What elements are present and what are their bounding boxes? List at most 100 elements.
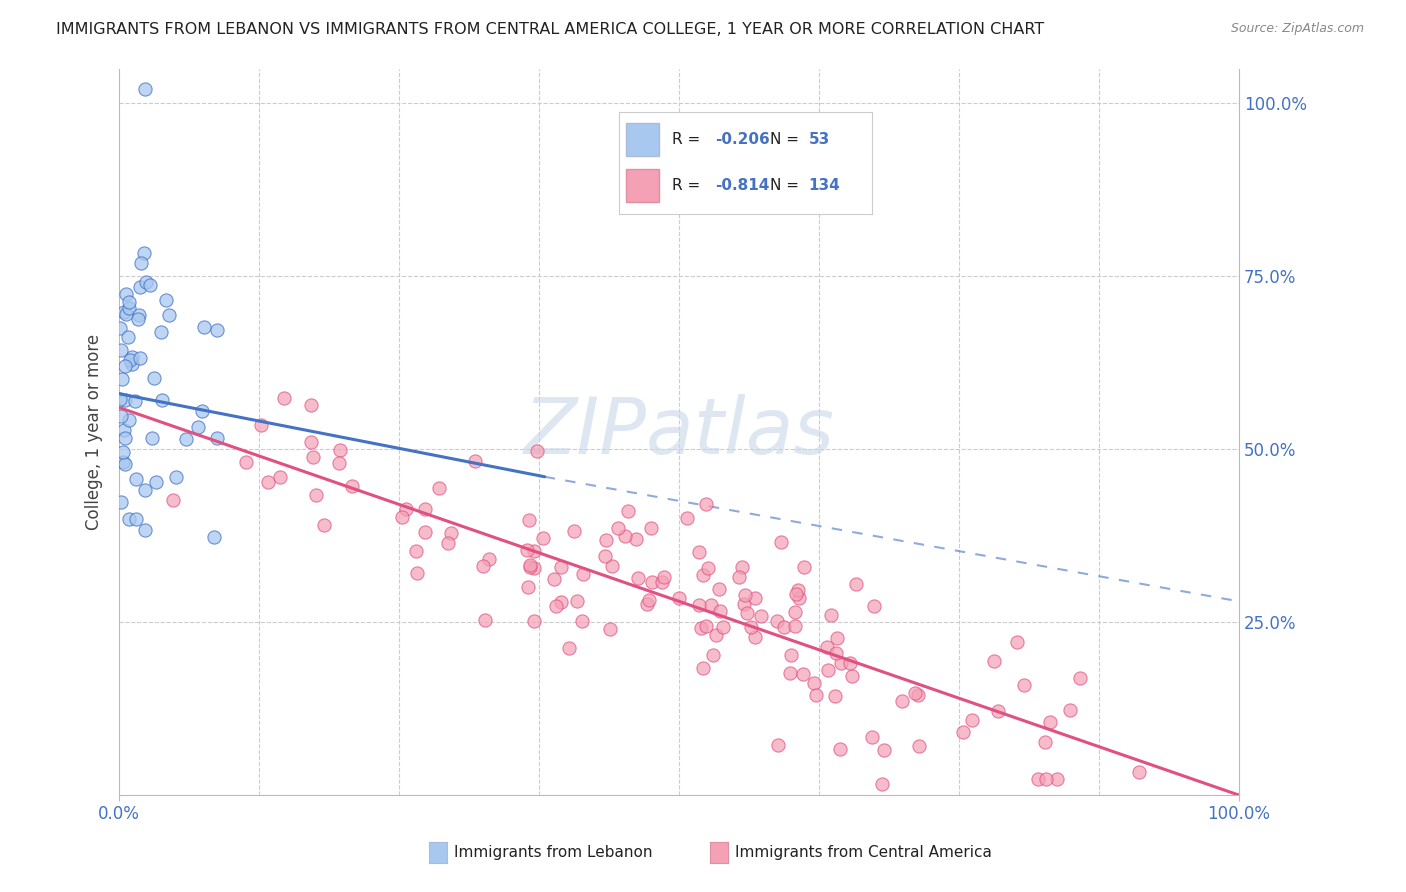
Point <box>118 413 141 427</box>
Point <box>162 493 184 508</box>
Point <box>405 566 427 580</box>
Point <box>751 609 773 624</box>
Point <box>118 353 141 368</box>
Point <box>526 443 548 458</box>
Point <box>157 308 180 322</box>
Point <box>138 278 160 293</box>
Point <box>117 330 139 344</box>
Point <box>128 308 150 322</box>
Point <box>124 393 146 408</box>
Text: R =: R = <box>672 132 704 146</box>
Point <box>700 598 723 612</box>
Point <box>155 293 177 308</box>
Point <box>613 529 636 543</box>
Point <box>668 591 690 606</box>
Point <box>711 620 734 634</box>
Point <box>118 301 141 315</box>
Point <box>841 669 863 683</box>
Point <box>112 423 135 437</box>
Point <box>770 535 793 549</box>
Point <box>111 445 134 459</box>
Point <box>112 305 135 319</box>
Point <box>562 524 585 538</box>
Point <box>907 688 929 702</box>
Point <box>145 475 167 489</box>
Point <box>131 256 153 270</box>
Point <box>437 536 460 550</box>
Point <box>638 593 661 607</box>
Point <box>1128 764 1150 779</box>
Point <box>235 454 257 468</box>
Point <box>114 393 136 408</box>
Point <box>709 604 731 618</box>
Point <box>890 694 912 708</box>
Point <box>779 665 801 680</box>
Point <box>328 456 350 470</box>
Point <box>908 739 931 753</box>
Point <box>127 312 149 326</box>
Point <box>1028 772 1050 787</box>
Point <box>825 646 848 660</box>
Point <box>314 517 336 532</box>
Point <box>595 533 617 547</box>
Point <box>692 568 714 582</box>
Point <box>134 82 156 96</box>
Point <box>744 631 766 645</box>
Point <box>697 561 720 575</box>
Point <box>134 246 156 260</box>
Point <box>114 431 136 445</box>
Point <box>299 434 322 449</box>
Point <box>734 588 756 602</box>
Point <box>115 307 138 321</box>
Point <box>543 572 565 586</box>
Point <box>803 676 825 690</box>
Point <box>983 653 1005 667</box>
Point <box>904 686 927 700</box>
Point <box>626 571 648 585</box>
Point <box>600 559 623 574</box>
Point <box>205 431 228 445</box>
Point <box>793 559 815 574</box>
Point <box>872 743 894 757</box>
Point <box>624 532 647 546</box>
Point <box>187 420 209 434</box>
Text: -0.814: -0.814 <box>714 178 769 193</box>
Point <box>523 543 546 558</box>
Point <box>695 618 717 632</box>
Point <box>571 615 593 629</box>
Point <box>815 640 838 655</box>
Point <box>110 343 132 357</box>
Point <box>572 567 595 582</box>
Point <box>845 577 868 591</box>
Point <box>150 392 173 407</box>
Text: -0.206: -0.206 <box>714 132 769 146</box>
Point <box>783 619 806 633</box>
Point <box>517 581 540 595</box>
Point <box>110 392 132 407</box>
Point <box>1035 772 1057 786</box>
Point <box>707 582 730 596</box>
Point <box>474 614 496 628</box>
Point <box>150 325 173 339</box>
Point <box>302 450 325 465</box>
Point <box>519 560 541 574</box>
Point <box>735 606 758 620</box>
Point <box>110 409 132 424</box>
Point <box>640 521 662 535</box>
Point <box>471 558 494 573</box>
Point <box>118 511 141 525</box>
Point <box>329 442 352 457</box>
Point <box>427 482 450 496</box>
Point <box>766 614 789 628</box>
Point <box>557 640 579 655</box>
Point <box>269 470 291 484</box>
Point <box>391 509 413 524</box>
Point <box>1039 714 1062 729</box>
Point <box>702 648 724 662</box>
Point <box>987 704 1010 718</box>
Point <box>340 478 363 492</box>
Point <box>1005 634 1028 648</box>
Point <box>728 570 751 584</box>
Point <box>789 591 811 605</box>
Point <box>207 323 229 337</box>
